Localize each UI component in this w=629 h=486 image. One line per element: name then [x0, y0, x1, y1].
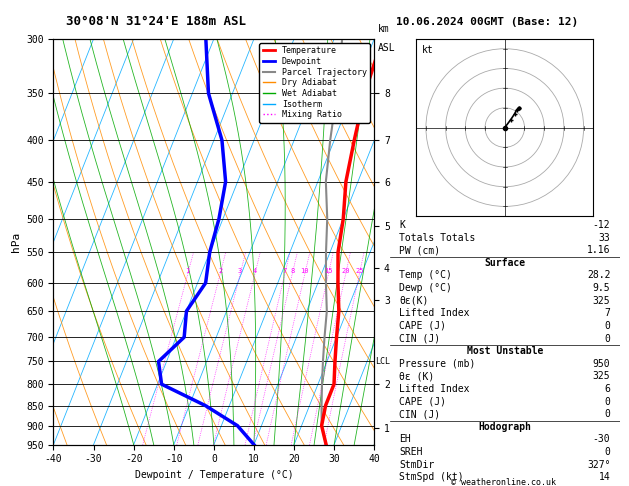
Text: 2: 2	[218, 268, 222, 274]
Text: Most Unstable: Most Unstable	[467, 346, 543, 356]
Text: 10: 10	[301, 268, 309, 274]
Text: CIN (J): CIN (J)	[399, 409, 440, 419]
Text: K: K	[399, 220, 405, 230]
Text: © weatheronline.co.uk: © weatheronline.co.uk	[451, 478, 555, 486]
Text: StmSpd (kt): StmSpd (kt)	[399, 472, 464, 482]
Text: 10.06.2024 00GMT (Base: 12): 10.06.2024 00GMT (Base: 12)	[396, 17, 579, 27]
Text: Lifted Index: Lifted Index	[399, 308, 470, 318]
Text: CIN (J): CIN (J)	[399, 333, 440, 344]
Text: 3: 3	[238, 268, 242, 274]
Text: 15: 15	[324, 268, 333, 274]
Text: kt: kt	[422, 45, 434, 55]
Text: -30: -30	[593, 434, 610, 444]
X-axis label: Dewpoint / Temperature (°C): Dewpoint / Temperature (°C)	[135, 470, 293, 480]
Text: CAPE (J): CAPE (J)	[399, 321, 446, 331]
Y-axis label: hPa: hPa	[11, 232, 21, 252]
Text: km: km	[377, 24, 389, 34]
Text: 0: 0	[604, 447, 610, 457]
Text: 9.5: 9.5	[593, 283, 610, 293]
Text: 20: 20	[342, 268, 350, 274]
Text: LCL: LCL	[376, 357, 391, 366]
Text: StmDir: StmDir	[399, 460, 435, 469]
Text: 30°08'N 31°24'E 188m ASL: 30°08'N 31°24'E 188m ASL	[66, 16, 246, 28]
Text: θε (K): θε (K)	[399, 371, 435, 382]
Text: 28.2: 28.2	[587, 270, 610, 280]
Text: 33: 33	[599, 233, 610, 243]
Text: Dewp (°C): Dewp (°C)	[399, 283, 452, 293]
Text: 25: 25	[355, 268, 364, 274]
Text: PW (cm): PW (cm)	[399, 245, 440, 255]
Text: 0: 0	[604, 409, 610, 419]
Text: 1.16: 1.16	[587, 245, 610, 255]
Text: 325: 325	[593, 371, 610, 382]
Text: Lifted Index: Lifted Index	[399, 384, 470, 394]
Text: EH: EH	[399, 434, 411, 444]
Text: 0: 0	[604, 321, 610, 331]
Text: 0: 0	[604, 333, 610, 344]
Text: 14: 14	[599, 472, 610, 482]
Text: 327°: 327°	[587, 460, 610, 469]
Text: 8: 8	[290, 268, 294, 274]
Text: Hodograph: Hodograph	[478, 422, 532, 432]
Text: 1: 1	[186, 268, 190, 274]
Text: 325: 325	[593, 295, 610, 306]
Text: -12: -12	[593, 220, 610, 230]
Text: SREH: SREH	[399, 447, 423, 457]
Text: ASL: ASL	[377, 43, 395, 53]
Text: 7: 7	[282, 268, 287, 274]
Text: Totals Totals: Totals Totals	[399, 233, 476, 243]
Text: 7: 7	[604, 308, 610, 318]
Text: CAPE (J): CAPE (J)	[399, 397, 446, 407]
Text: 4: 4	[253, 268, 257, 274]
Text: Surface: Surface	[484, 258, 525, 268]
Text: Pressure (mb): Pressure (mb)	[399, 359, 476, 369]
Text: 6: 6	[604, 384, 610, 394]
Text: 0: 0	[604, 397, 610, 407]
Text: 950: 950	[593, 359, 610, 369]
Legend: Temperature, Dewpoint, Parcel Trajectory, Dry Adiabat, Wet Adiabat, Isotherm, Mi: Temperature, Dewpoint, Parcel Trajectory…	[259, 43, 370, 122]
Text: Temp (°C): Temp (°C)	[399, 270, 452, 280]
Text: θε(K): θε(K)	[399, 295, 428, 306]
